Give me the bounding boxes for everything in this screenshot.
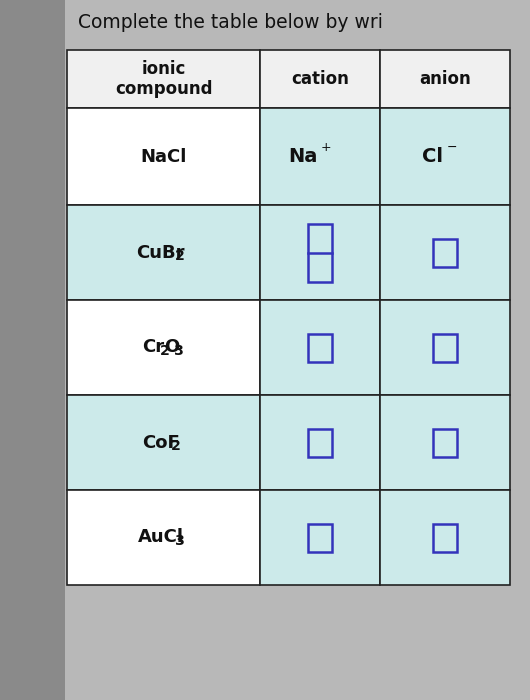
Bar (260, 300, 380, 395)
Bar (308, 428, 332, 456)
Text: O: O (164, 339, 179, 356)
Bar (67, 108, 260, 205)
Bar (67, 490, 260, 585)
Text: Cr: Cr (143, 339, 165, 356)
Bar (433, 239, 457, 267)
Text: CoF: CoF (142, 433, 180, 452)
Text: CuBr: CuBr (136, 244, 185, 262)
Bar (308, 524, 332, 552)
Bar (380, 108, 510, 205)
Bar (260, 490, 380, 585)
Text: Complete the table below by wri: Complete the table below by wri (77, 13, 383, 32)
Text: NaCl: NaCl (140, 148, 187, 165)
Bar (67, 395, 260, 490)
Text: 3: 3 (175, 534, 184, 548)
Bar (260, 50, 380, 108)
Text: AuCl: AuCl (138, 528, 183, 547)
Text: Na: Na (289, 147, 318, 166)
Bar (308, 333, 332, 361)
Bar (380, 490, 510, 585)
Bar (67, 205, 260, 300)
Bar (260, 108, 380, 205)
Text: +: + (321, 141, 331, 154)
Bar (380, 205, 510, 300)
Text: 3: 3 (174, 344, 183, 358)
Text: Cl: Cl (422, 147, 443, 166)
Text: 2: 2 (175, 249, 184, 263)
Text: −: − (447, 141, 457, 154)
Bar (433, 524, 457, 552)
Bar (67, 50, 260, 108)
Bar (433, 333, 457, 361)
Bar (380, 50, 510, 108)
Bar (65, 0, 530, 700)
Bar (308, 223, 332, 281)
Text: cation: cation (291, 70, 349, 88)
Bar (380, 395, 510, 490)
Text: 2: 2 (160, 344, 170, 358)
Bar (67, 300, 260, 395)
Bar (0, 0, 65, 700)
Bar (260, 205, 380, 300)
Bar (260, 395, 380, 490)
Bar (380, 300, 510, 395)
Text: 2: 2 (171, 439, 181, 453)
Text: ionic
compound: ionic compound (115, 60, 212, 99)
Bar (433, 428, 457, 456)
Text: anion: anion (419, 70, 471, 88)
